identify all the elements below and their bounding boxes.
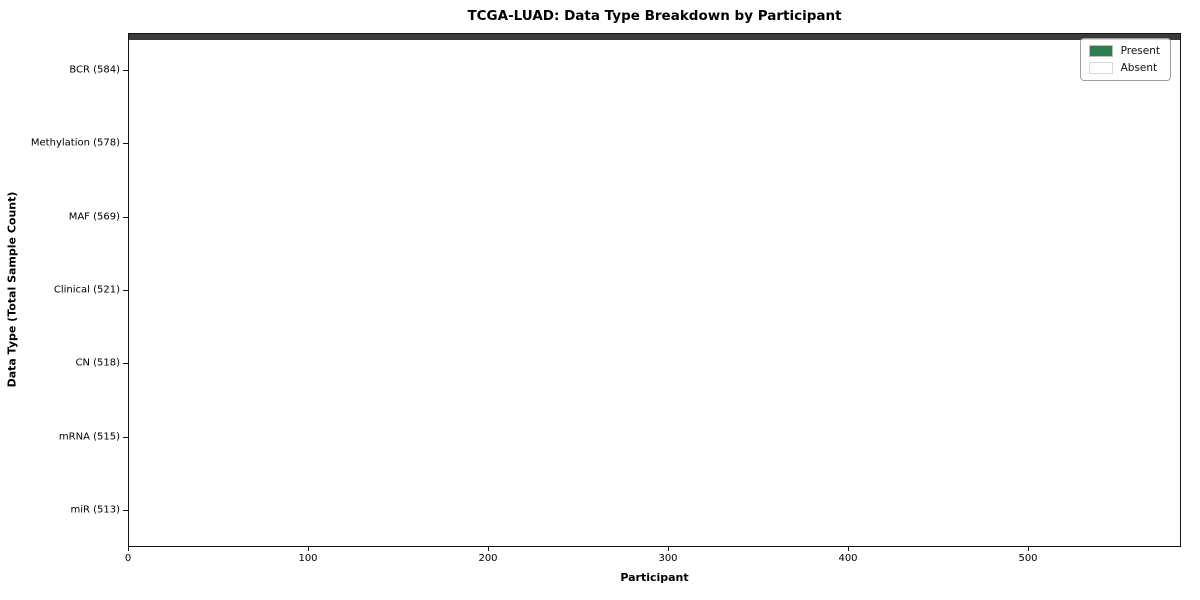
heatmap-row-mir <box>129 39 1180 40</box>
legend-absent-label: Absent <box>1120 62 1158 74</box>
ytick-mark <box>123 436 128 438</box>
ytick-label: MAF (569) <box>68 211 120 223</box>
ytick-mark <box>123 69 128 71</box>
absent-swatch-icon <box>1088 62 1113 74</box>
ytick-label: Clinical (521) <box>53 284 120 296</box>
ytick-mark <box>123 510 128 512</box>
xtick-mark <box>488 547 489 551</box>
ytick-mark <box>123 143 128 145</box>
xtick-mark <box>1028 547 1029 551</box>
heatmap-row-clinical <box>129 36 1180 37</box>
present-swatch-icon <box>1088 45 1113 57</box>
ytick-label: mRNA (515) <box>58 431 120 443</box>
xtick-mark <box>668 547 669 551</box>
xtick-mark <box>848 547 849 551</box>
xtick-label: 0 <box>124 553 132 564</box>
heatmap-plot-area: Present Absent <box>128 33 1181 547</box>
xtick-label: 400 <box>838 553 858 564</box>
legend-present-label: Present <box>1120 45 1160 57</box>
heatmap-row-maf <box>129 35 1180 36</box>
ytick-label: BCR (584) <box>69 64 120 76</box>
xtick-mark <box>128 547 129 551</box>
chart-title: TCGA-LUAD: Data Type Breakdown by Partic… <box>467 8 842 24</box>
xtick-label: 100 <box>298 553 318 564</box>
ytick-mark <box>123 290 128 291</box>
x-axis-label: Participant <box>620 571 689 584</box>
ytick-label: CN (518) <box>75 357 120 369</box>
xtick-label: 200 <box>478 553 498 564</box>
heatmap-row-cn <box>129 37 1180 38</box>
legend-item-absent: Absent <box>1088 62 1160 74</box>
heatmap-rows <box>129 34 1180 40</box>
legend-item-present: Present <box>1088 45 1160 57</box>
legend: Present Absent <box>1079 38 1171 81</box>
xtick-label: 500 <box>1018 553 1038 564</box>
ytick-label: miR (513) <box>70 504 120 516</box>
xtick-label: 300 <box>658 553 678 564</box>
heatmap-row-methylation <box>129 34 1180 35</box>
xtick-mark <box>308 547 309 551</box>
ytick-mark <box>123 363 128 365</box>
ytick-label: Methylation (578) <box>30 137 120 149</box>
heatmap-row-mrna <box>129 38 1180 39</box>
ytick-mark <box>123 216 128 218</box>
